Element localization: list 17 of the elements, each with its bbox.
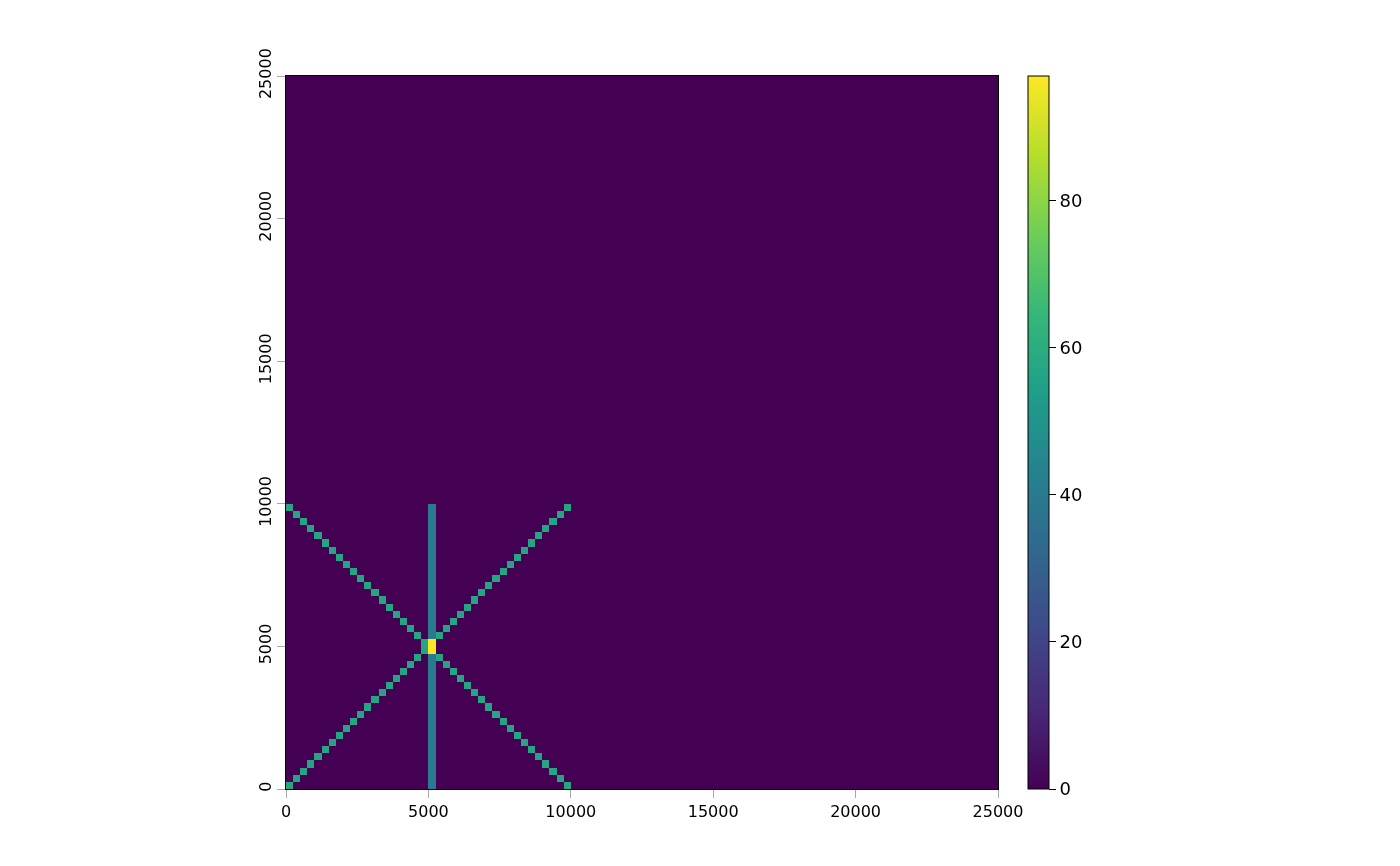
x-tick-label: 15000 [687, 802, 739, 822]
x-tick-label: 20000 [830, 802, 882, 822]
y-tick-label: 20000 [255, 190, 275, 242]
color-bar-label: 0 [1059, 778, 1072, 800]
y-tick-label: 15000 [255, 333, 275, 385]
x-tick-label: 10000 [545, 802, 597, 822]
y-tick-label: 5000 [255, 623, 275, 665]
color-bar-label: 60 [1059, 337, 1083, 359]
y-tick-label: 0 [255, 781, 275, 792]
color-bar-label: 40 [1059, 484, 1083, 506]
x-tick-label: 0 [280, 802, 292, 822]
x-tick-label: 25000 [972, 802, 1024, 822]
y-tick-label: 10000 [255, 475, 275, 527]
color-bar-label: 80 [1059, 190, 1083, 212]
x-tick-label: 5000 [408, 802, 449, 822]
color-bar-label: 20 [1059, 631, 1083, 653]
y-tick-label: 25000 [255, 48, 275, 100]
